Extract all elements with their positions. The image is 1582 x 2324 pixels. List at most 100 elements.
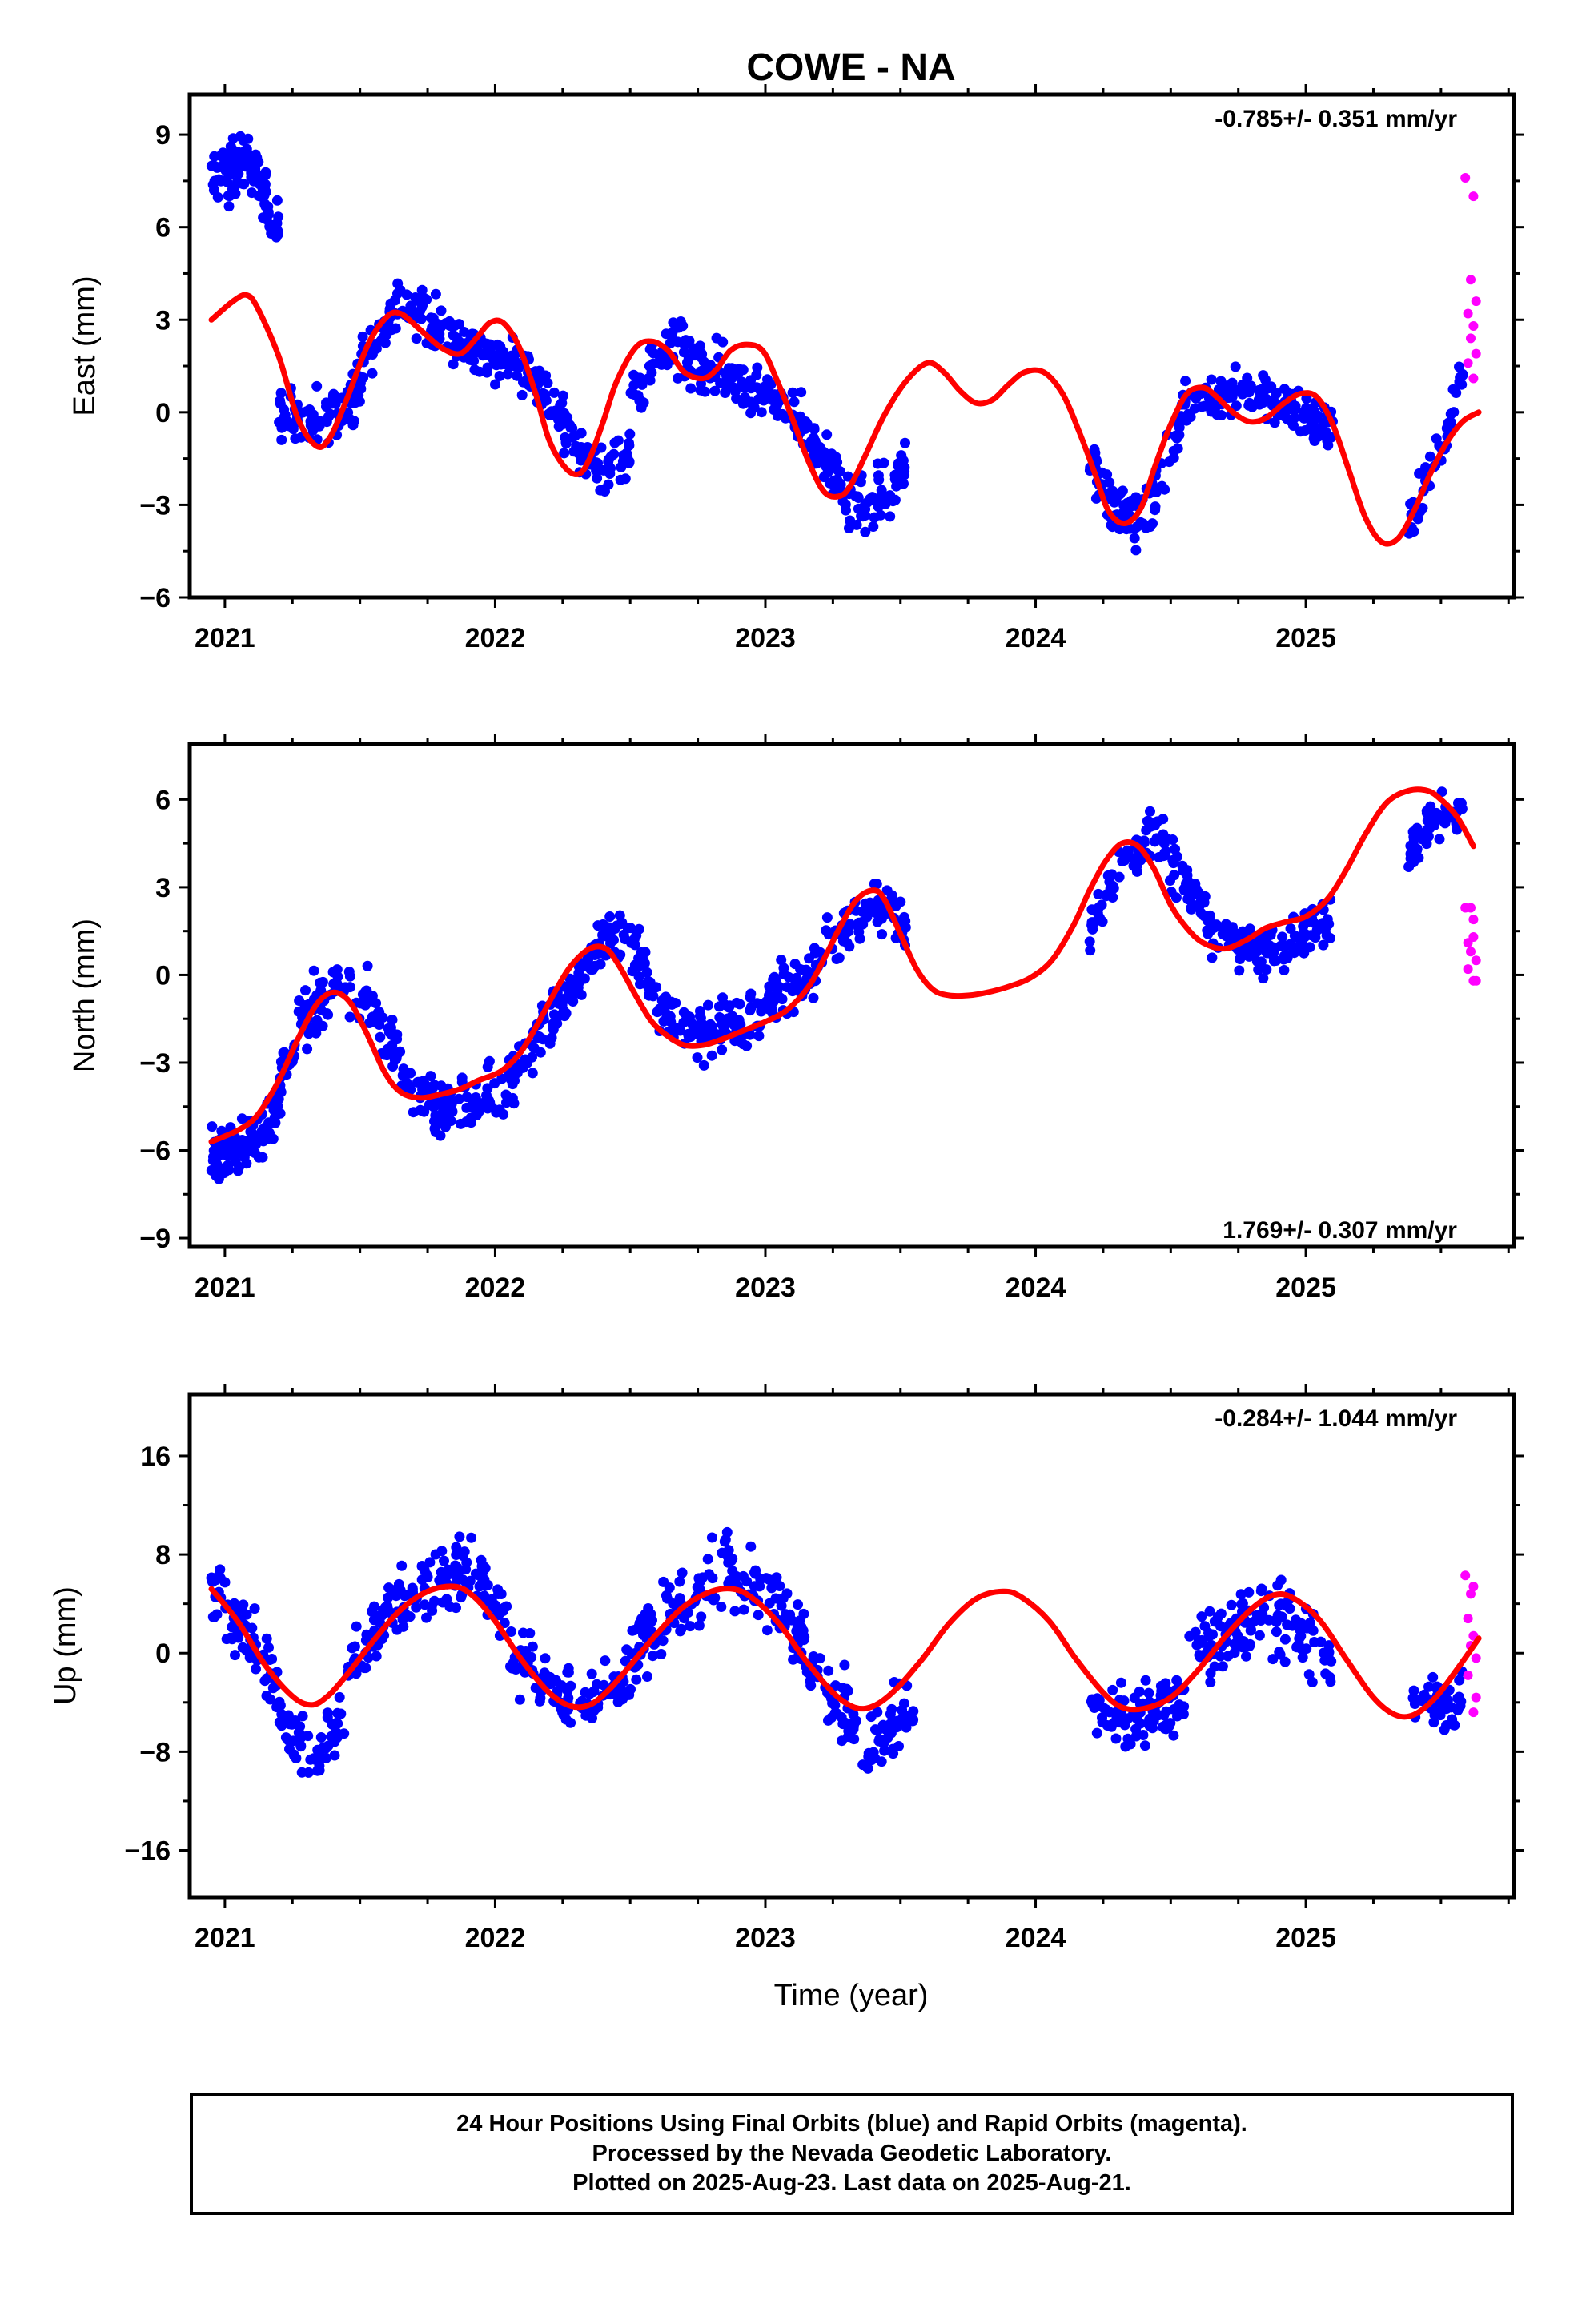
final-orbit-point bbox=[849, 1719, 860, 1730]
final-orbit-point bbox=[332, 1707, 343, 1719]
final-orbit-point bbox=[1104, 477, 1115, 488]
final-orbit-point bbox=[791, 1626, 802, 1637]
final-orbit-point bbox=[677, 1567, 688, 1578]
final-orbit-point bbox=[634, 372, 645, 384]
final-orbit-point bbox=[723, 1002, 734, 1013]
final-orbit-point bbox=[789, 959, 801, 970]
final-orbit-point bbox=[404, 1080, 415, 1092]
final-orbit-point bbox=[875, 509, 886, 521]
final-orbit-point bbox=[809, 943, 820, 954]
final-orbit-point bbox=[279, 414, 291, 425]
final-orbit-point bbox=[393, 1578, 404, 1590]
final-orbit-point bbox=[249, 1603, 260, 1614]
final-orbit-point bbox=[624, 428, 636, 440]
final-orbit-point bbox=[1407, 857, 1417, 868]
final-orbit-point bbox=[1243, 1586, 1255, 1598]
final-orbit-point bbox=[1209, 1661, 1220, 1672]
final-orbit-point bbox=[1419, 1689, 1430, 1700]
final-orbit-point bbox=[823, 1665, 834, 1676]
final-orbit-point bbox=[308, 965, 319, 976]
final-orbit-point bbox=[219, 1577, 231, 1588]
north-plot-frame bbox=[187, 742, 1516, 1249]
final-orbit-point bbox=[600, 1655, 611, 1667]
final-orbit-point bbox=[264, 221, 275, 232]
rapid-orbit-point bbox=[1468, 321, 1479, 331]
final-orbit-point bbox=[451, 1542, 462, 1553]
final-orbit-point bbox=[591, 465, 602, 476]
rapid-orbit-point bbox=[1468, 915, 1479, 925]
final-orbit-point bbox=[381, 329, 392, 340]
final-orbit-point bbox=[1225, 388, 1236, 400]
final-orbit-point bbox=[444, 320, 456, 332]
final-orbit-point bbox=[527, 1051, 537, 1063]
final-orbit-point bbox=[312, 1744, 323, 1755]
final-orbit-point bbox=[271, 231, 282, 243]
final-orbit-point bbox=[424, 1557, 436, 1568]
final-orbit-point bbox=[1195, 388, 1207, 399]
final-orbit-point bbox=[1107, 1684, 1118, 1695]
final-orbit-point bbox=[363, 1018, 375, 1028]
final-orbit-point bbox=[1091, 1727, 1102, 1739]
final-orbit-point bbox=[448, 359, 459, 370]
final-orbit-point bbox=[873, 470, 884, 481]
final-orbit-point bbox=[616, 917, 628, 928]
final-orbit-point bbox=[1405, 840, 1416, 851]
final-orbit-point bbox=[819, 454, 830, 465]
processing-note-box: 24 Hour Positions Using Final Orbits (bl… bbox=[190, 2093, 1514, 2215]
final-orbit-point bbox=[237, 1642, 248, 1653]
y-tick-label: −6 bbox=[139, 1136, 171, 1167]
final-orbit-point bbox=[1150, 505, 1161, 516]
final-orbit-point bbox=[1204, 1606, 1215, 1617]
final-orbit-point bbox=[543, 408, 554, 420]
final-orbit-point bbox=[771, 982, 782, 993]
final-orbit-point bbox=[580, 1687, 591, 1698]
final-orbit-point bbox=[787, 387, 798, 398]
final-orbit-point bbox=[1299, 947, 1310, 959]
x-tick-label: 2025 bbox=[1275, 1273, 1336, 1303]
final-orbit-point bbox=[398, 1621, 409, 1632]
final-orbit-point bbox=[487, 1102, 498, 1113]
final-orbit-point bbox=[1159, 847, 1170, 858]
final-orbit-point bbox=[1220, 931, 1231, 942]
final-orbit-point bbox=[1178, 1709, 1189, 1719]
final-orbit-point bbox=[317, 976, 328, 987]
final-orbit-point bbox=[1234, 965, 1245, 976]
final-orbit-point bbox=[1120, 1741, 1131, 1752]
final-orbit-point bbox=[448, 340, 460, 352]
final-orbit-point bbox=[624, 437, 634, 448]
final-orbit-point bbox=[439, 1555, 449, 1566]
final-orbit-point bbox=[656, 1649, 667, 1659]
final-orbit-point bbox=[640, 1609, 651, 1619]
final-orbit-point bbox=[1297, 1652, 1308, 1663]
final-orbit-point bbox=[1206, 374, 1217, 385]
final-orbit-point bbox=[805, 436, 817, 447]
final-orbit-point bbox=[860, 526, 871, 537]
final-orbit-point bbox=[439, 1097, 450, 1108]
y-tick-label: −9 bbox=[139, 1224, 171, 1254]
final-orbit-point bbox=[1246, 1624, 1256, 1635]
final-orbit-point bbox=[232, 176, 243, 187]
final-orbit-point bbox=[586, 1668, 597, 1679]
final-orbit-point bbox=[863, 1747, 874, 1759]
rapid-orbit-point bbox=[1471, 348, 1481, 359]
final-orbit-point bbox=[1237, 1598, 1248, 1609]
final-orbit-point bbox=[1151, 833, 1162, 844]
final-orbit-point bbox=[704, 1569, 715, 1580]
final-orbit-point bbox=[563, 993, 574, 1004]
final-orbit-point bbox=[1275, 1649, 1286, 1660]
final-orbit-point bbox=[1110, 1733, 1122, 1744]
final-orbit-point bbox=[235, 154, 247, 165]
north-axis-label: North (mm) bbox=[68, 919, 102, 1072]
final-orbit-point bbox=[852, 491, 863, 502]
final-orbit-point bbox=[1447, 1714, 1458, 1725]
y-tick-label: 6 bbox=[155, 213, 171, 243]
final-orbit-point bbox=[1309, 436, 1320, 446]
final-orbit-point bbox=[492, 339, 503, 350]
x-tick-label: 2023 bbox=[735, 623, 796, 653]
final-orbit-point bbox=[720, 388, 731, 398]
final-orbit-point bbox=[508, 1098, 520, 1109]
final-orbit-point bbox=[274, 1717, 285, 1727]
x-axis-label: Time (year) bbox=[774, 1979, 929, 2012]
final-orbit-point bbox=[344, 1011, 355, 1023]
final-orbit-point bbox=[372, 1011, 383, 1021]
